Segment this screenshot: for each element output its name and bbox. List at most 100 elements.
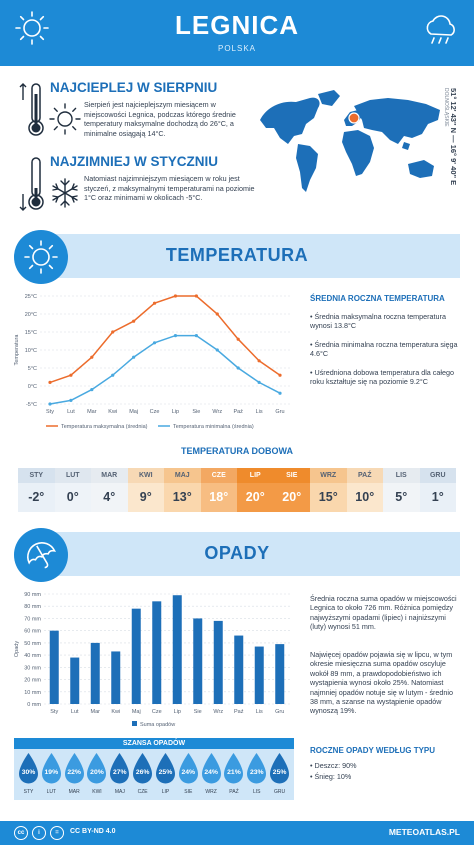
daily-temp-cell: LUT 0° [54,468,91,512]
daily-temp-month: STY [18,468,55,483]
y-tick-label: 20 mm [24,678,41,684]
rain-probability-month: LIP [161,789,170,795]
data-point [278,373,282,377]
series-line [49,334,281,405]
daily-temp-value: 1° [419,483,456,512]
rain-probability-month: GRU [274,789,286,795]
x-tick-label: Sty [50,709,58,715]
daily-temp-title: TEMPERATURA DOBOWA [181,446,293,456]
daily-temp-cell: STY -2° [18,468,55,512]
y-tick-label: 60 mm [24,629,41,635]
x-tick-label: Wrz [213,709,223,715]
license-text: CC BY-ND 4.0 [70,828,116,835]
bar [213,620,223,704]
daily-temp-cell: GRU 1° [419,468,456,512]
x-tick-label: Sie [192,409,200,415]
x-tick-label: Maj [129,409,138,415]
sun-icon [24,240,58,274]
rain-drop: 22% MAR [63,752,86,798]
x-tick-label: Wrz [212,409,222,415]
temperature-heading: TEMPERATURA [165,245,309,265]
x-tick-label: Sty [46,409,54,415]
y-tick-label: 5°C [28,366,37,372]
x-tick-label: Gru [275,709,284,715]
rain-probability-drops: 30% STY 19% LUT 22% MAR 20% KWI 27% MAJ 26% CZE 25% L… [17,752,291,798]
daily-temp-month: CZE [200,468,237,483]
y-tick-label: 10°C [25,348,37,354]
y-tick-label: 70 mm [24,616,41,622]
data-point [90,355,94,359]
bar [131,608,141,704]
cloud-icon [426,15,455,44]
location-marker [348,112,360,124]
daily-temp-month: LUT [54,468,91,483]
daily-temp-cell: MAR 4° [91,468,128,512]
x-tick-label: Lis [256,709,263,715]
rain-probability-month: LUT [46,789,57,795]
rain-probability-month: MAJ [114,789,125,795]
data-point [194,294,198,298]
data-point [278,391,282,395]
raindrop-icon [155,753,175,784]
daily-temp-value: 9° [127,483,164,512]
coordinates-text: 51° 12' 43'' N — 16° 9' 40'' E [449,88,458,186]
daily-temp-month: WRZ [310,468,347,483]
rain-drop: 24% SIE [177,752,200,798]
rain-probability-value: 24% [181,769,196,776]
hottest-title: NAJCIEPLEJ W SIERPNIU [50,80,218,95]
y-tick-label: 80 mm [24,604,41,610]
x-tick-label: Mar [87,409,97,415]
data-point [215,348,219,352]
rain-probability-month: CZE [137,789,148,795]
rain-drop: 25% GRU [268,752,291,798]
daily-temp-month: KWI [127,468,164,483]
legend-label: Temperatura maksymalna (średnia) [61,424,148,430]
rain-probability-value: 25% [158,769,173,776]
rain-drop: 27% MAJ [108,752,131,798]
daily-temp-cell: PAŹ 10° [346,468,383,512]
y-tick-label: 90 mm [24,592,41,598]
data-point [236,337,240,341]
region-text: DOLNOŚLĄSKIE [443,88,449,127]
data-point [69,398,73,402]
bar [70,657,80,704]
y-tick-label: -5°C [26,402,37,408]
temperature-chart: -5°C 0°C 5°C 10°C 15°C 20°C 25°C Sty Lut Mar Kwi Ma… [14,294,290,430]
rain-probability-value: 19% [44,769,59,776]
rain-drop: 20% KWI [85,752,108,798]
series-line [49,295,281,384]
precip-types-title: ROCZNE OPADY WEDŁUG TYPU [310,746,436,755]
legend-label: Suma opadów [140,722,175,728]
y-tick-label: 25°C [25,294,37,300]
y-tick-label: 20°C [25,312,37,318]
x-tick-label: Kwi [111,709,120,715]
rain-probability-value: 26% [135,769,150,776]
bar [152,601,162,704]
precip-heading: OPADY [204,543,270,563]
x-tick-label: Sie [194,709,202,715]
raindrop-icon [64,753,84,784]
rain-probability-month: WRZ [205,789,217,795]
daily-temp-cell: MAJ 13° [164,468,201,512]
raindrop-icon [270,753,290,784]
data-point [257,359,261,363]
daily-temp-table: STY -2° LUT 0° MAR 4° KWI 9° MAJ 13° CZE 18° LIP 20° S… [18,468,456,512]
y-tick-label: 30 mm [24,665,41,671]
y-tick-label: 10 mm [24,690,41,696]
rain-probability-value: 20% [90,769,104,776]
temperature-banner: TEMPERATURA [14,230,460,284]
banner-icon-circle [14,528,68,582]
raindrop-icon [224,753,244,784]
x-tick-label: Lip [174,709,181,715]
precip-text-1: Średnia roczna suma opadów w miejscowośc… [310,594,457,632]
site-link[interactable]: METEOATLAS.PL [388,827,460,837]
bar [90,642,100,704]
rain-probability-month: KWI [92,789,102,795]
x-tick-label: Maj [132,709,141,715]
coordinates: 51° 12' 43'' N — 16° 9' 40'' E DOLNOŚLĄS… [443,88,460,228]
x-tick-label: Paź [233,409,243,415]
data-point [48,402,52,406]
daily-temp-month: MAR [91,468,128,483]
daily-temp-value: 18° [200,483,237,512]
data-point [257,380,261,384]
